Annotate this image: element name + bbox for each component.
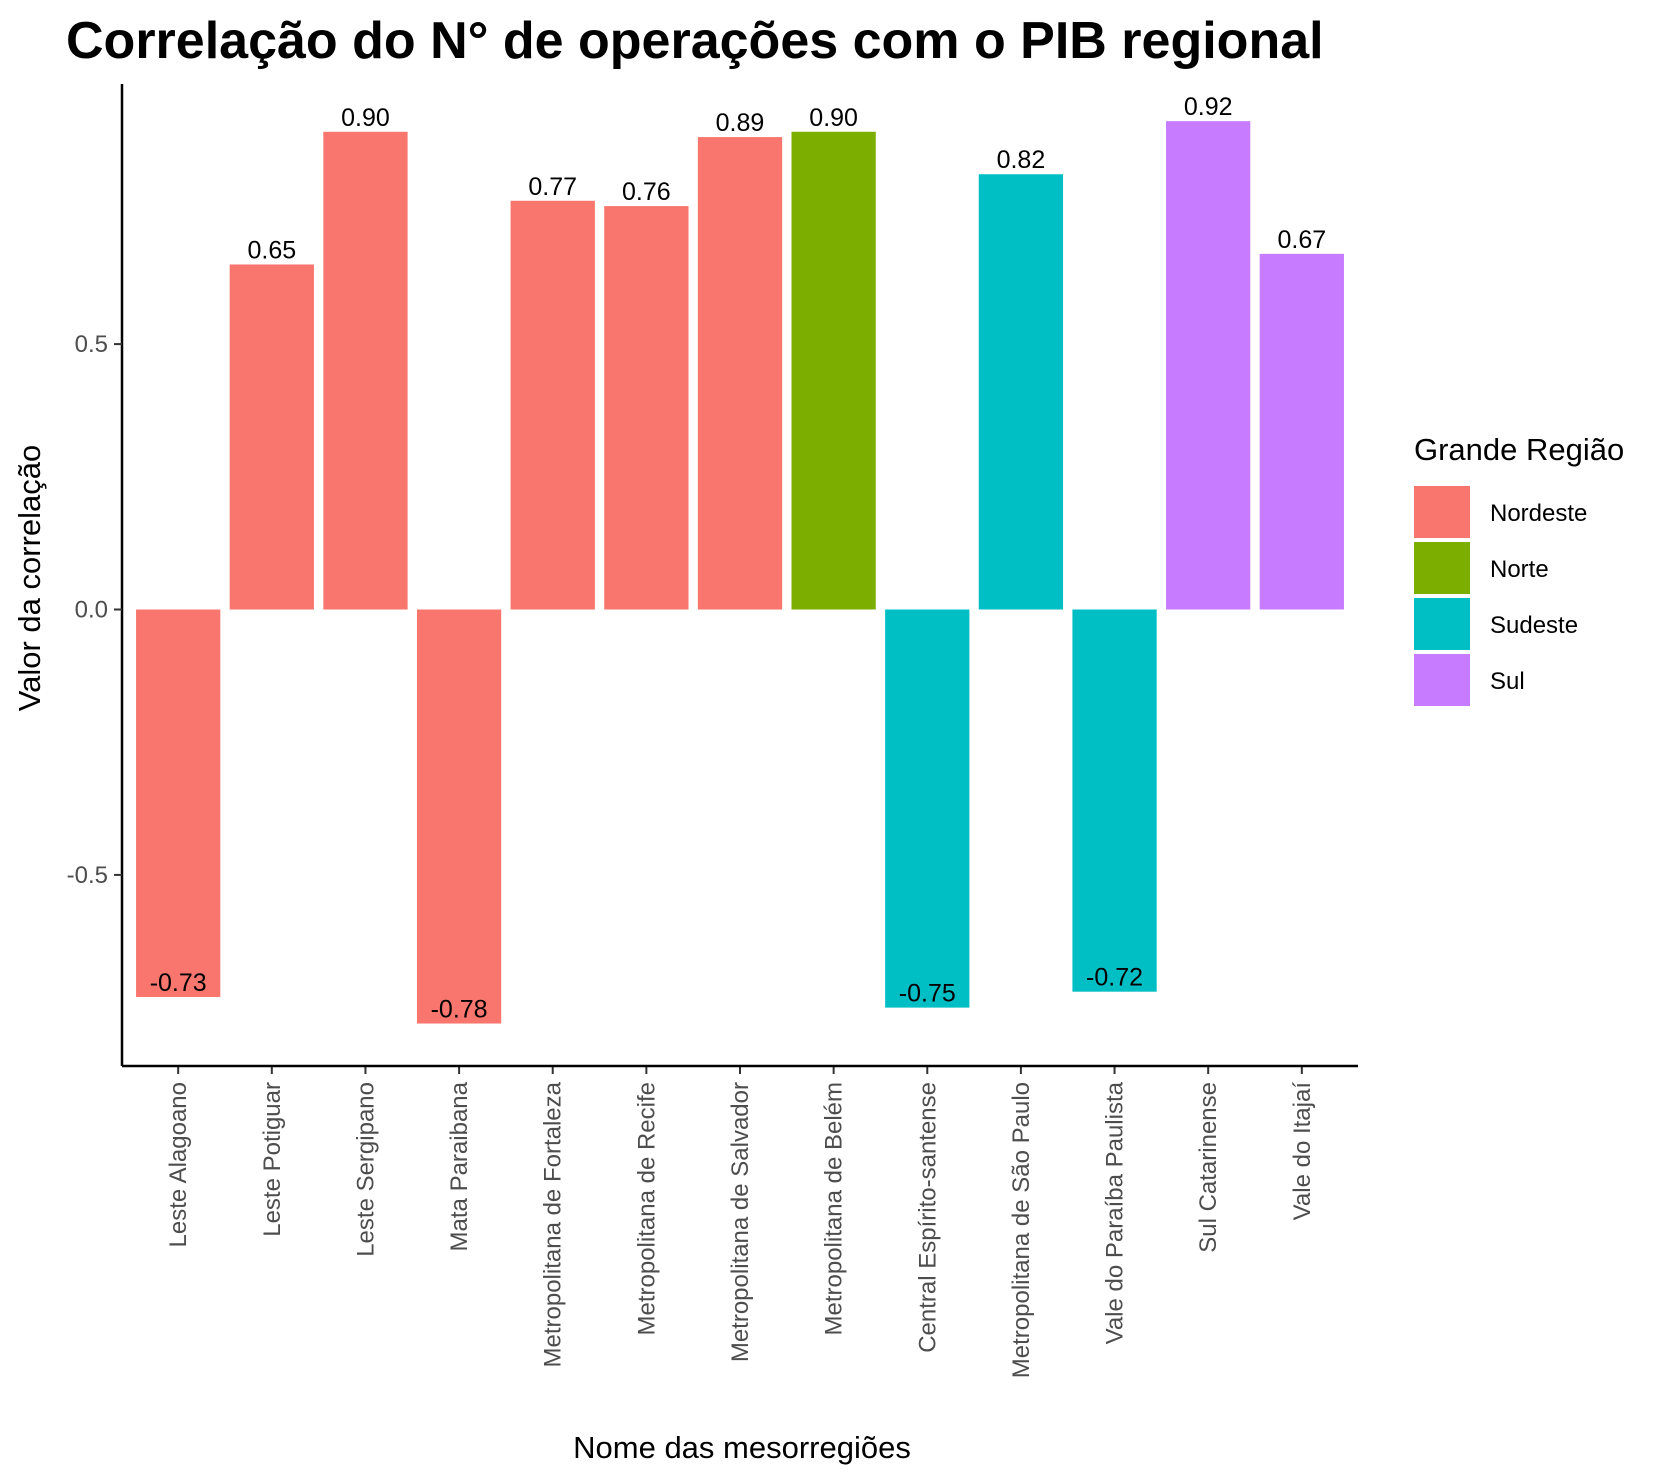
data-label-11: -0.72 [1086, 964, 1143, 992]
data-label-9: -0.75 [899, 980, 956, 1008]
x-tick-label-7: Metropolitana de Salvador [727, 1082, 754, 1362]
data-label-4: -0.78 [431, 996, 488, 1024]
data-label-7: 0.89 [716, 109, 765, 137]
legend-key-sudeste [1414, 598, 1470, 650]
y-tick-label-1: -0.5 [67, 862, 108, 889]
data-label-6: 0.76 [622, 178, 671, 206]
data-label-2: 0.65 [247, 236, 296, 264]
data-labels-layer: -0.73 0.65 0.90 -0.78 0.77 0.76 0.89 0.90 -0.75 0… [150, 93, 1326, 1023]
x-axis-title: Nome das mesorregiões [573, 1430, 911, 1465]
axes-layer: Leste Alagoano Leste Potiguar Leste Sergip… [67, 84, 1358, 1378]
bar-5 [510, 200, 595, 610]
bar-2 [229, 264, 314, 610]
bar-1 [136, 609, 221, 997]
x-tick-label-13: Vale do Itajaí [1289, 1082, 1316, 1221]
data-label-3: 0.90 [341, 104, 390, 132]
x-tick-label-8: Metropolitana de Belém [821, 1082, 848, 1335]
data-label-1: -0.73 [150, 969, 207, 997]
legend-label-sudeste: Sudeste [1490, 612, 1578, 639]
legend-key-norte [1414, 542, 1470, 594]
legend-label-norte: Norte [1490, 556, 1549, 583]
bar-9 [885, 609, 970, 1008]
bar-8 [791, 131, 876, 610]
y-tick-label-2: 0.0 [75, 597, 108, 624]
x-tick-label-4: Mata Paraibana [446, 1081, 473, 1251]
legend: Grande Região Nordeste Norte Sudeste Sul [1414, 432, 1624, 706]
x-tick-label-5: Metropolitana de Fortaleza [540, 1081, 567, 1367]
data-label-5: 0.77 [528, 173, 577, 201]
bar-4 [416, 609, 502, 1024]
legend-title: Grande Região [1414, 432, 1624, 467]
x-tick-label-10: Metropolitana de São Paulo [1008, 1082, 1035, 1378]
legend-label-sul: Sul [1490, 668, 1525, 695]
x-tick-label-2: Leste Potiguar [259, 1082, 286, 1237]
y-tick-label-3: 0.5 [75, 331, 108, 358]
bar-11 [1072, 609, 1157, 992]
bars-layer [136, 121, 1344, 1024]
legend-key-sul [1414, 654, 1470, 706]
x-tick-label-12: Sul Catarinense [1195, 1082, 1222, 1253]
data-label-8: 0.90 [809, 104, 858, 132]
bar-10 [978, 174, 1064, 610]
legend-label-nordeste: Nordeste [1490, 500, 1587, 527]
x-tick-label-6: Metropolitana de Recife [633, 1082, 660, 1335]
legend-key-nordeste [1414, 486, 1470, 538]
data-label-10: 0.82 [997, 146, 1046, 174]
bar-6 [604, 206, 689, 610]
bar-7 [697, 137, 783, 610]
bar-3 [323, 131, 408, 610]
bar-13 [1259, 253, 1344, 610]
data-label-12: 0.92 [1184, 93, 1233, 121]
x-tick-label-11: Vale do Paraíba Paulista [1102, 1081, 1129, 1344]
x-tick-label-3: Leste Sergipano [352, 1082, 379, 1257]
x-tick-label-1: Leste Alagoano [165, 1082, 192, 1247]
bar-12 [1166, 121, 1251, 610]
y-axis-title: Valor da correlação [12, 445, 47, 712]
data-label-13: 0.67 [1277, 226, 1326, 254]
x-tick-label-9: Central Espírito-santense [914, 1082, 941, 1353]
chart-title: Correlação do N° de operações com o PIB … [66, 12, 1324, 70]
